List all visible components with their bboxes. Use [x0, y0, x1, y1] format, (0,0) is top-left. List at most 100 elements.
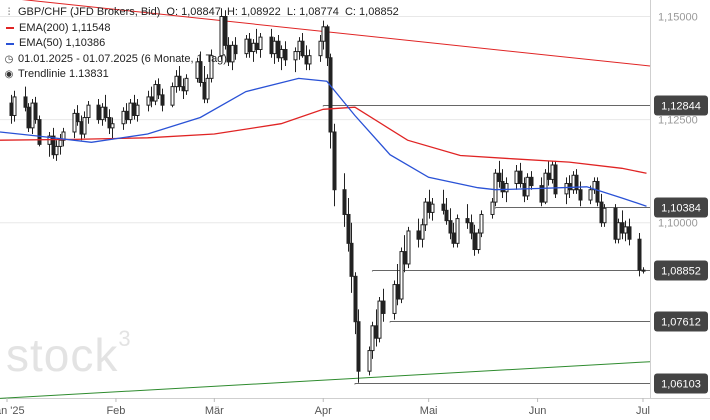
candle-down	[472, 232, 477, 251]
candle-down	[160, 94, 165, 106]
price-label: 1,08852	[661, 266, 701, 278]
candle-up	[58, 139, 63, 147]
price-label-box	[654, 95, 708, 116]
y-axis: 1,15000 1,12500 1,10000 1,12844 1,10384 1,088…	[654, 11, 708, 394]
ema200-value: 1,11548	[71, 21, 111, 34]
candle-down	[177, 75, 182, 88]
horizontal-levels	[322, 105, 650, 385]
legend-trend-row: ◉ Trendlinie 1.13831	[4, 67, 399, 83]
x-tick-label: Mär	[205, 405, 224, 417]
candle-down	[37, 119, 42, 145]
target-icon: ◉	[4, 69, 14, 80]
candle-down	[107, 117, 112, 129]
candle-down	[223, 15, 228, 46]
candle-down	[381, 300, 386, 314]
x-tick-label: Jun	[529, 405, 547, 417]
period: (6 Monate, 1 Tag)	[140, 52, 227, 65]
candle-down	[51, 135, 56, 156]
candle-down	[595, 180, 600, 203]
bars-icon: ⫶	[7, 7, 11, 18]
candle-down	[342, 189, 347, 215]
candle-down	[441, 203, 446, 211]
candle-down	[247, 38, 252, 53]
candle-up	[72, 112, 77, 133]
candle-up	[279, 48, 284, 59]
candle-up	[110, 123, 115, 129]
moving-averages	[0, 77, 647, 207]
candle-up	[525, 176, 530, 197]
candle-down	[198, 61, 203, 83]
candle-down	[529, 176, 534, 187]
candle-down	[539, 185, 544, 203]
legend-ema50-row: EMA(50) 1,10386	[4, 36, 399, 52]
candle-up	[209, 55, 214, 79]
candle-down	[226, 44, 231, 63]
legend-range-row: ◷ 01.01.2025 - 01.07.2025 (6 Monate, 1 T…	[4, 52, 399, 68]
ema50-swatch	[6, 42, 14, 45]
instrument-name: GBP/CHF (JFD Brokers, Bid)	[18, 6, 161, 18]
ema50-value: 1,10386	[65, 37, 106, 49]
price-label: 1,10384	[661, 203, 701, 215]
candle-up	[370, 325, 375, 352]
candle-down	[451, 232, 456, 244]
candle-up	[86, 104, 91, 119]
price-label-box	[654, 373, 708, 394]
trendline-up	[0, 361, 651, 399]
candle-down	[75, 112, 80, 123]
candle-down	[325, 26, 330, 59]
y-tick-label: 1,15000	[658, 11, 698, 23]
candle-up	[293, 51, 298, 61]
clock-icon: ◷	[4, 53, 14, 65]
candle-up	[420, 224, 425, 240]
candle-up	[588, 189, 593, 201]
candle-up	[455, 218, 460, 244]
candle-up	[616, 222, 621, 240]
candle-down	[469, 222, 474, 234]
ema50-line	[0, 77, 647, 207]
price-label-box	[654, 197, 708, 218]
price-label-box	[654, 260, 708, 281]
candle-down	[23, 96, 28, 108]
legend-ema200-row: EMA(200) 1,11548	[4, 21, 399, 37]
x-tick-label: Feb	[106, 405, 125, 417]
candle-up	[504, 183, 509, 193]
price-label: 1,12844	[661, 101, 701, 113]
candle-up	[476, 232, 481, 251]
trend-label: Trendlinie	[18, 68, 66, 80]
candle-up	[641, 269, 646, 272]
candle-up	[128, 102, 133, 121]
candle-up	[493, 172, 498, 203]
candle-up	[514, 170, 519, 185]
candle-down	[283, 48, 288, 61]
stock3-watermark: stock3	[6, 326, 132, 381]
candle-down	[349, 242, 354, 277]
price-label: 1,07612	[661, 317, 701, 329]
candle-up	[54, 145, 59, 156]
candle-up	[258, 36, 263, 50]
candle-down	[356, 321, 361, 372]
candle-down	[233, 44, 238, 55]
ohlc-values: O: 1,08847 H: 1,08922 L: 1,08774 C: 1,08…	[166, 6, 399, 18]
candle-down	[546, 172, 551, 180]
candle-up	[219, 15, 224, 57]
candle-down	[627, 226, 632, 240]
candle-down	[26, 106, 31, 129]
x-axis: Jan '25 Feb Mär Apr Mai Jun Jul	[0, 398, 650, 417]
candle-down	[448, 220, 453, 234]
chart-legend: ⫶ GBP/CHF (JFD Brokers, Bid) O: 1,08847 …	[4, 5, 399, 83]
candle-down	[518, 170, 523, 185]
candle-down	[497, 172, 502, 182]
candle-down	[328, 57, 333, 133]
candle-down	[578, 189, 583, 201]
candle-down	[553, 164, 558, 195]
candle-down	[500, 180, 505, 193]
candle-down	[395, 284, 400, 300]
candle-up	[623, 226, 628, 234]
x-tick-label: Mai	[420, 405, 438, 417]
candle-down	[124, 110, 129, 121]
candle-down	[444, 209, 449, 222]
candle-down	[156, 84, 161, 96]
candle-up	[430, 203, 435, 213]
trend-value: 1.13831	[68, 68, 109, 80]
